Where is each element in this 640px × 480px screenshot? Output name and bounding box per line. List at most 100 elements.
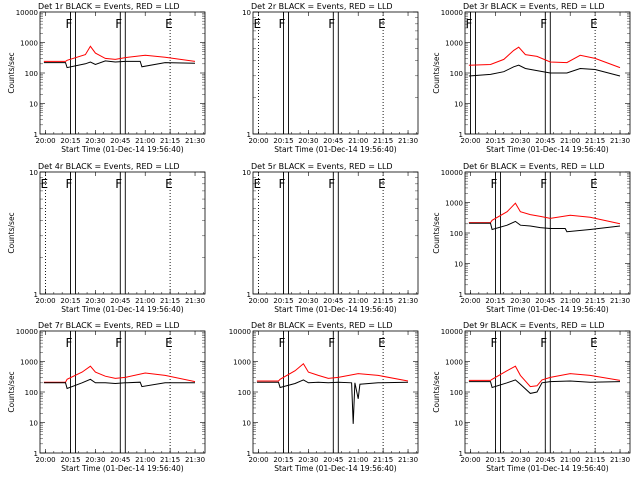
x-tick-label: 21:15 [160, 137, 180, 145]
y-tick-label: 10 [242, 9, 251, 17]
x-tick-label: 21:00 [135, 297, 155, 305]
x-tick-label: 20:00 [248, 137, 268, 145]
y-tick-label: 10 [242, 169, 251, 177]
marker-label: E [165, 17, 173, 31]
x-tick-label: 21:15 [585, 456, 605, 464]
x-tick-label: 20:00 [35, 456, 55, 464]
x-tick-label: 21:15 [373, 137, 393, 145]
x-tick-label: 20:30 [85, 137, 105, 145]
x-tick-label: 21:15 [373, 456, 393, 464]
y-tick-label: 1 [247, 450, 251, 458]
x-axis-label: Start Time (01-Dec-14 19:56:40) [486, 145, 608, 154]
panel-title: Det 5r BLACK = Events, RED = LLD [251, 162, 393, 171]
x-tick-label: 20:30 [85, 297, 105, 305]
y-tick-label: 100 [450, 70, 463, 78]
y-tick-label: 100 [25, 70, 38, 78]
panel-6: Det 6r BLACK = Events, RED = LLD 20:00 20:… [432, 162, 631, 314]
x-axis-label: Start Time (01-Dec-14 19:56:40) [486, 464, 608, 473]
x-tick-label: 20:30 [510, 456, 530, 464]
x-axis-label: Start Time (01-Dec-14 19:56:40) [486, 305, 608, 314]
y-axis-label: Counts/sec [432, 371, 441, 412]
y-tick-label: 10000 [441, 328, 463, 336]
y-tick-label: 1 [34, 450, 38, 458]
marker-label: E [254, 17, 262, 31]
y-axis-label: Counts/sec [432, 52, 441, 93]
y-tick-label: 10 [454, 420, 463, 428]
x-tick-label: 20:15 [60, 456, 80, 464]
panel-title: Det 1r BLACK = Events, RED = LLD [38, 2, 180, 11]
x-tick-label: 20:15 [485, 297, 505, 305]
x-tick-label: 21:15 [585, 297, 605, 305]
x-tick-label: 21:00 [348, 456, 368, 464]
y-axis-label: Counts/sec [432, 212, 441, 253]
x-tick-label: 20:45 [535, 456, 555, 464]
marker-label: F [466, 17, 473, 31]
marker-label: F [490, 336, 497, 350]
x-tick-label: 21:00 [560, 137, 580, 145]
x-tick-label: 21:15 [160, 456, 180, 464]
y-tick-label: 1 [247, 291, 251, 299]
marker-label: F [328, 17, 335, 31]
x-tick-label: 20:30 [510, 297, 530, 305]
x-tick-label: 20:45 [110, 137, 130, 145]
x-tick-label: 20:30 [85, 456, 105, 464]
x-tick-label: 20:15 [485, 137, 505, 145]
y-tick-label: 10 [454, 101, 463, 109]
y-tick-label: 10000 [16, 9, 38, 17]
y-tick-label: 1 [34, 291, 38, 299]
panel-title: Det 2r BLACK = Events, RED = LLD [251, 2, 393, 11]
marker-label: E [590, 177, 598, 191]
y-tick-label: 10 [29, 169, 38, 177]
marker-label: E [590, 336, 598, 350]
y-tick-label: 10 [29, 420, 38, 428]
marker-label: F [540, 177, 547, 191]
x-tick-label: 20:45 [110, 297, 130, 305]
marker-label: F [328, 177, 335, 191]
marker-label: E [378, 177, 386, 191]
marker-label: E [254, 177, 262, 191]
marker-label: E [165, 336, 173, 350]
x-tick-label: 21:00 [560, 456, 580, 464]
x-tick-label: 20:45 [323, 456, 343, 464]
lld-series-line [468, 46, 621, 69]
marker-label: F [115, 177, 122, 191]
events-series-line [468, 379, 621, 394]
x-tick-label: 21:15 [585, 137, 605, 145]
y-tick-label: 10000 [441, 169, 463, 177]
marker-label: E [378, 17, 386, 31]
x-tick-label: 21:30 [610, 137, 630, 145]
x-tick-label: 20:15 [60, 297, 80, 305]
x-tick-label: 20:00 [460, 137, 480, 145]
panel-8: Det 8r BLACK = Events, RED = LLD 20:00 20:… [229, 321, 419, 473]
x-tick-label: 20:00 [248, 297, 268, 305]
x-tick-label: 21:30 [185, 137, 205, 145]
x-axis-label: Start Time (01-Dec-14 19:56:40) [274, 305, 396, 314]
lld-series-line [256, 362, 409, 382]
x-tick-label: 21:00 [560, 297, 580, 305]
y-tick-label: 1 [459, 291, 463, 299]
marker-label: F [115, 336, 122, 350]
x-tick-label: 20:30 [298, 297, 318, 305]
marker-label: E [41, 177, 49, 191]
x-tick-label: 21:30 [185, 297, 205, 305]
panel-1: Det 1r BLACK = Events, RED = LLD 20:00 20:… [7, 2, 206, 154]
y-tick-label: 1000 [20, 359, 38, 367]
panel-5: Det 5r BLACK = Events, RED = LLD 20:00 20:… [242, 162, 419, 314]
y-tick-label: 1000 [445, 40, 463, 48]
panel-9: Det 9r BLACK = Events, RED = LLD 20:00 20:… [432, 321, 631, 473]
marker-label: F [328, 336, 335, 350]
x-tick-label: 20:45 [535, 137, 555, 145]
panel-title: Det 9r BLACK = Events, RED = LLD [463, 321, 605, 330]
x-tick-label: 20:00 [35, 137, 55, 145]
x-tick-label: 21:00 [135, 456, 155, 464]
x-tick-label: 20:15 [273, 456, 293, 464]
x-tick-label: 20:00 [248, 456, 268, 464]
y-tick-label: 100 [450, 230, 463, 238]
events-series-line [43, 378, 195, 390]
x-tick-label: 21:30 [610, 297, 630, 305]
panel-3: Det 3r BLACK = Events, RED = LLD 20:00 20:… [432, 2, 631, 154]
y-tick-label: 1000 [445, 200, 463, 208]
panel-title: Det 4r BLACK = Events, RED = LLD [38, 162, 180, 171]
x-tick-label: 20:00 [460, 297, 480, 305]
x-tick-label: 20:45 [323, 297, 343, 305]
